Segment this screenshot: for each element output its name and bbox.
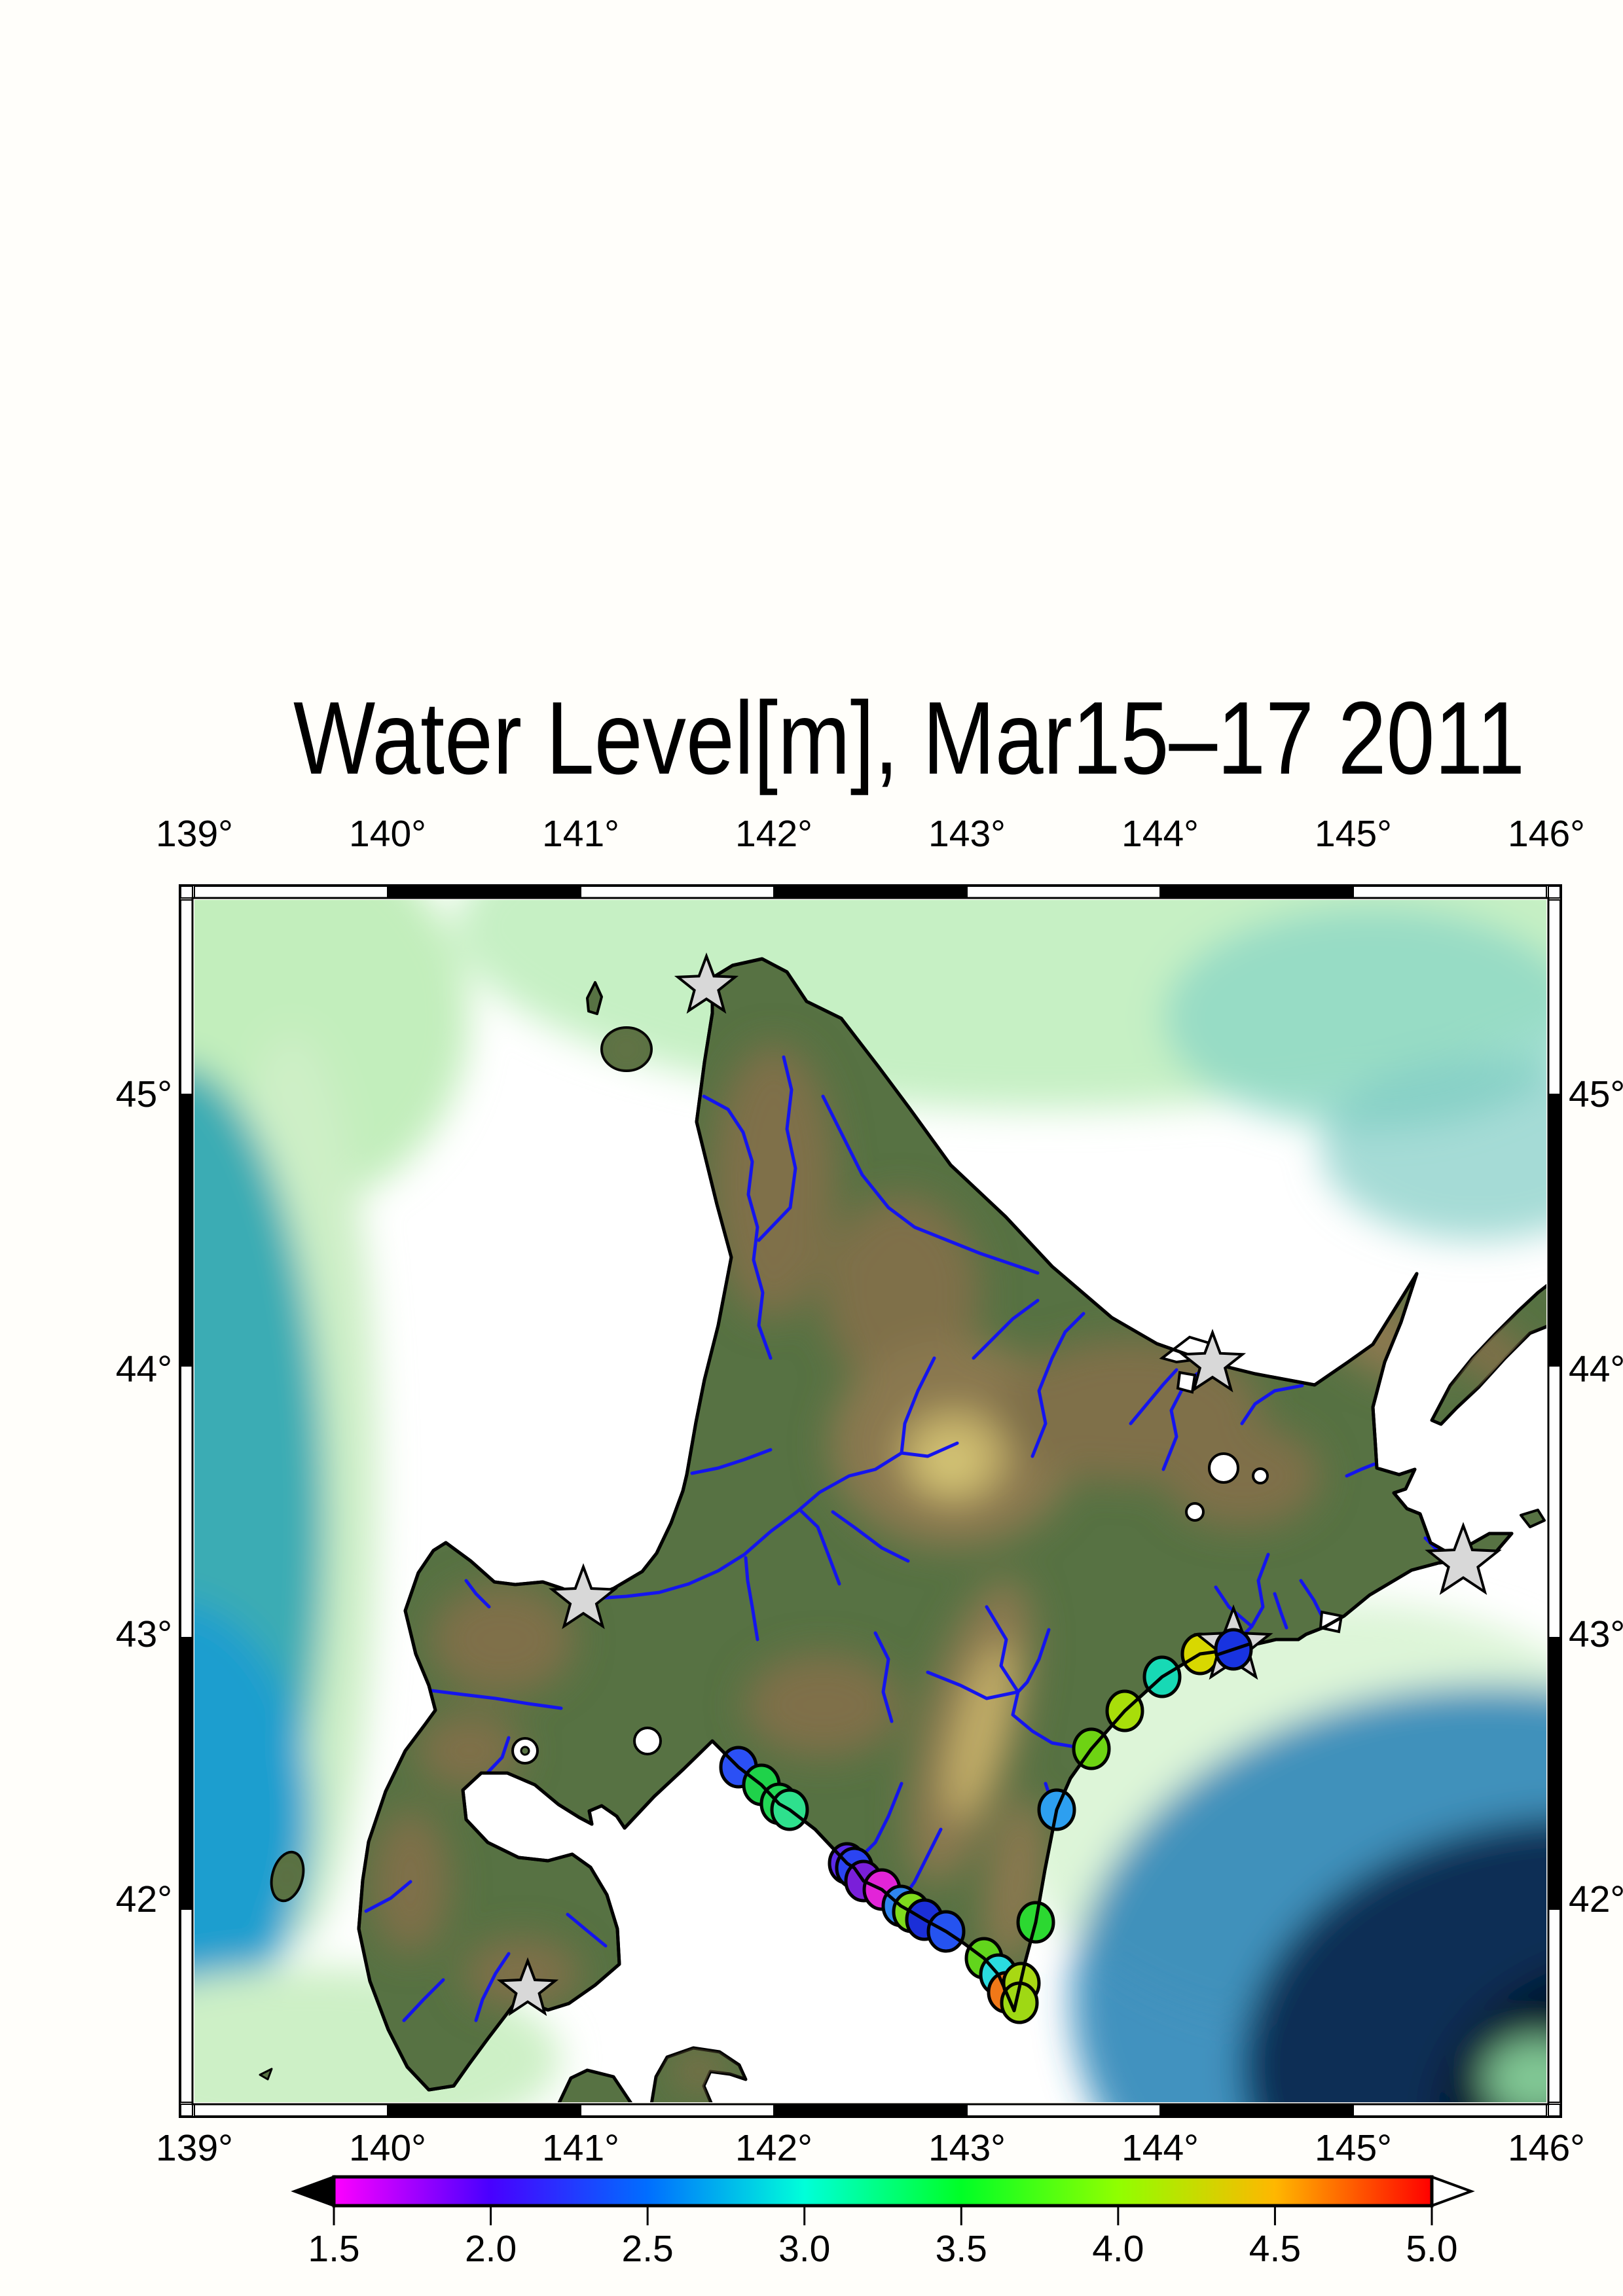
lon-label-bottom-142°: 142° xyxy=(735,2127,812,2169)
lon-label-top-146°: 146° xyxy=(1508,813,1585,855)
lon-label-bottom-143°: 143° xyxy=(928,2127,1006,2169)
colorbar-tick-label-5.0: 5.0 xyxy=(1406,2228,1458,2270)
colorbar-gradient xyxy=(332,2175,1434,2208)
lon-label-top-142°: 142° xyxy=(735,813,812,855)
coastline-slash xyxy=(1215,1641,1252,1657)
river-network xyxy=(364,1055,1444,2022)
colorbar-tick-label-4.0: 4.0 xyxy=(1092,2228,1144,2270)
epicenter-star-5 xyxy=(496,1957,559,2017)
lon-label-top-143°: 143° xyxy=(928,813,1006,855)
lon-label-top-140°: 140° xyxy=(349,813,426,855)
lat-label-right-43°: 43° xyxy=(1569,1613,1623,1655)
land-hokkaido xyxy=(259,959,1550,2104)
lon-label-bottom-140°: 140° xyxy=(349,2127,426,2169)
lat-label-left-43°: 43° xyxy=(115,1613,172,1655)
lakes xyxy=(511,1335,1343,1765)
lon-label-bottom-144°: 144° xyxy=(1122,2127,1199,2169)
colorbar-ticks xyxy=(333,2206,1433,2225)
colorbar-right-arrow xyxy=(1431,2175,1475,2208)
colorbar-left-arrow xyxy=(291,2175,335,2208)
epicenter-star-1 xyxy=(1178,1329,1247,1393)
lon-label-top-144°: 144° xyxy=(1122,813,1199,855)
lat-label-right-45°: 45° xyxy=(1569,1073,1623,1115)
lon-label-top-141°: 141° xyxy=(542,813,619,855)
colorbar-tick-label-3.0: 3.0 xyxy=(778,2228,831,2270)
lon-label-bottom-146°: 146° xyxy=(1508,2127,1585,2169)
colorbar-tick-label-2.0: 2.0 xyxy=(464,2228,517,2270)
colorbar-tick-label-2.5: 2.5 xyxy=(621,2228,674,2270)
lon-label-bottom-141°: 141° xyxy=(542,2127,619,2169)
epicenter-star-0 xyxy=(674,952,739,1014)
colorbar-tick-label-1.5: 1.5 xyxy=(308,2228,360,2270)
lat-label-left-45°: 45° xyxy=(115,1073,172,1115)
lon-label-bottom-145°: 145° xyxy=(1315,2127,1392,2169)
lat-label-left-42°: 42° xyxy=(115,1878,172,1920)
map-frame xyxy=(179,884,1562,2118)
colorbar-tick-label-3.5: 3.5 xyxy=(935,2228,987,2270)
kushiro-station-overlay xyxy=(1214,1628,1253,1671)
epicenter-star-2 xyxy=(548,1563,619,1630)
lon-label-bottom-139°: 139° xyxy=(156,2127,233,2169)
epicenter-star-3 xyxy=(1425,1522,1502,1595)
figure-title: Water Level[m], Mar15–17 2011 xyxy=(293,681,1525,796)
lon-label-top-145°: 145° xyxy=(1315,813,1392,855)
lat-label-right-44°: 44° xyxy=(1569,1348,1623,1390)
lat-label-right-42°: 42° xyxy=(1569,1878,1623,1920)
map-panel xyxy=(179,884,1562,2118)
lon-label-top-139°: 139° xyxy=(156,813,233,855)
lat-label-left-44°: 44° xyxy=(115,1348,172,1390)
colorbar xyxy=(291,2175,1475,2225)
colorbar-tick-label-4.5: 4.5 xyxy=(1249,2228,1302,2270)
